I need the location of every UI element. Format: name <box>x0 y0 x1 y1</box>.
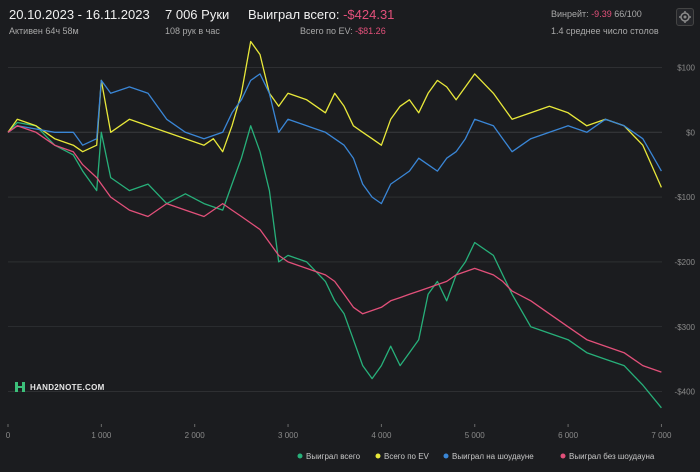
x-tick-label: 1 000 <box>91 431 112 440</box>
ev-total: Всего по EV: -$81.26 <box>300 26 386 36</box>
x-tick-label: 6 000 <box>558 431 579 440</box>
hand2note-logo: HAND2NOTE.COM <box>14 381 105 393</box>
date-range: 20.10.2023 - 16.11.2023 <box>9 7 150 22</box>
active-time: Активен 64ч 58м <box>9 26 79 36</box>
series-line-2 <box>7 40 662 188</box>
winrate-value: -9.39 <box>591 9 612 19</box>
winrate-label: Винрейт: <box>551 9 589 19</box>
won-total: Выиграл всего: -$424.31 <box>248 7 394 22</box>
y-tick-label: $100 <box>677 63 695 72</box>
x-tick-label: 7 000 <box>651 431 672 440</box>
legend-label: Выиграл без шоудауна <box>569 452 655 461</box>
legend-label: Выиграл всего <box>306 452 361 461</box>
series-layer <box>7 40 662 409</box>
legend-swatch <box>560 453 566 459</box>
winrate: Винрейт: -9.39 66/100 <box>551 9 642 19</box>
x-tick-label: 4 000 <box>371 431 392 440</box>
legend-label: Всего по EV <box>384 452 430 461</box>
x-tick-label: 5 000 <box>465 431 486 440</box>
y-tick-label: -$200 <box>675 258 696 267</box>
series-line-3 <box>7 73 662 205</box>
legend-swatch <box>297 453 303 459</box>
won-total-value: -$424.31 <box>343 7 395 22</box>
legend-label: Выиграл на шоудауне <box>452 452 534 461</box>
x-tick-label: 2 000 <box>185 431 206 440</box>
y-tick-label: -$100 <box>675 193 696 202</box>
series-line-1 <box>7 121 662 409</box>
ev-total-value: -$81.26 <box>355 26 386 36</box>
series-line-4 <box>7 125 662 373</box>
avg-tables: 1.4 среднее число столов <box>551 26 659 36</box>
winrate-hands: 66/100 <box>614 9 642 19</box>
x-tick-label: 0 <box>6 431 11 440</box>
ticks-layer: $100 $0 -$100 -$200 -$300 -$400 0 1 000 2 000 3 0… <box>6 63 696 440</box>
hands-count: 7 006 Руки <box>165 7 230 22</box>
legend-swatch <box>375 453 381 459</box>
y-tick-label: -$300 <box>675 323 696 332</box>
ev-total-label: Всего по EV: <box>300 26 353 36</box>
chart-legend: Выиграл всего Всего по EV Выиграл на шоуда… <box>297 452 655 461</box>
grid-layer <box>7 67 662 427</box>
legend-swatch <box>443 453 449 459</box>
logo-text: HAND2NOTE.COM <box>30 382 105 392</box>
won-total-label: Выиграл всего: <box>248 7 340 22</box>
gear-icon[interactable] <box>676 8 694 26</box>
x-tick-label: 3 000 <box>278 431 299 440</box>
y-tick-label: $0 <box>686 128 695 137</box>
y-tick-label: -$400 <box>675 388 696 397</box>
h2n-logo-icon <box>15 382 25 392</box>
hands-per-hour: 108 рук в час <box>165 26 220 36</box>
